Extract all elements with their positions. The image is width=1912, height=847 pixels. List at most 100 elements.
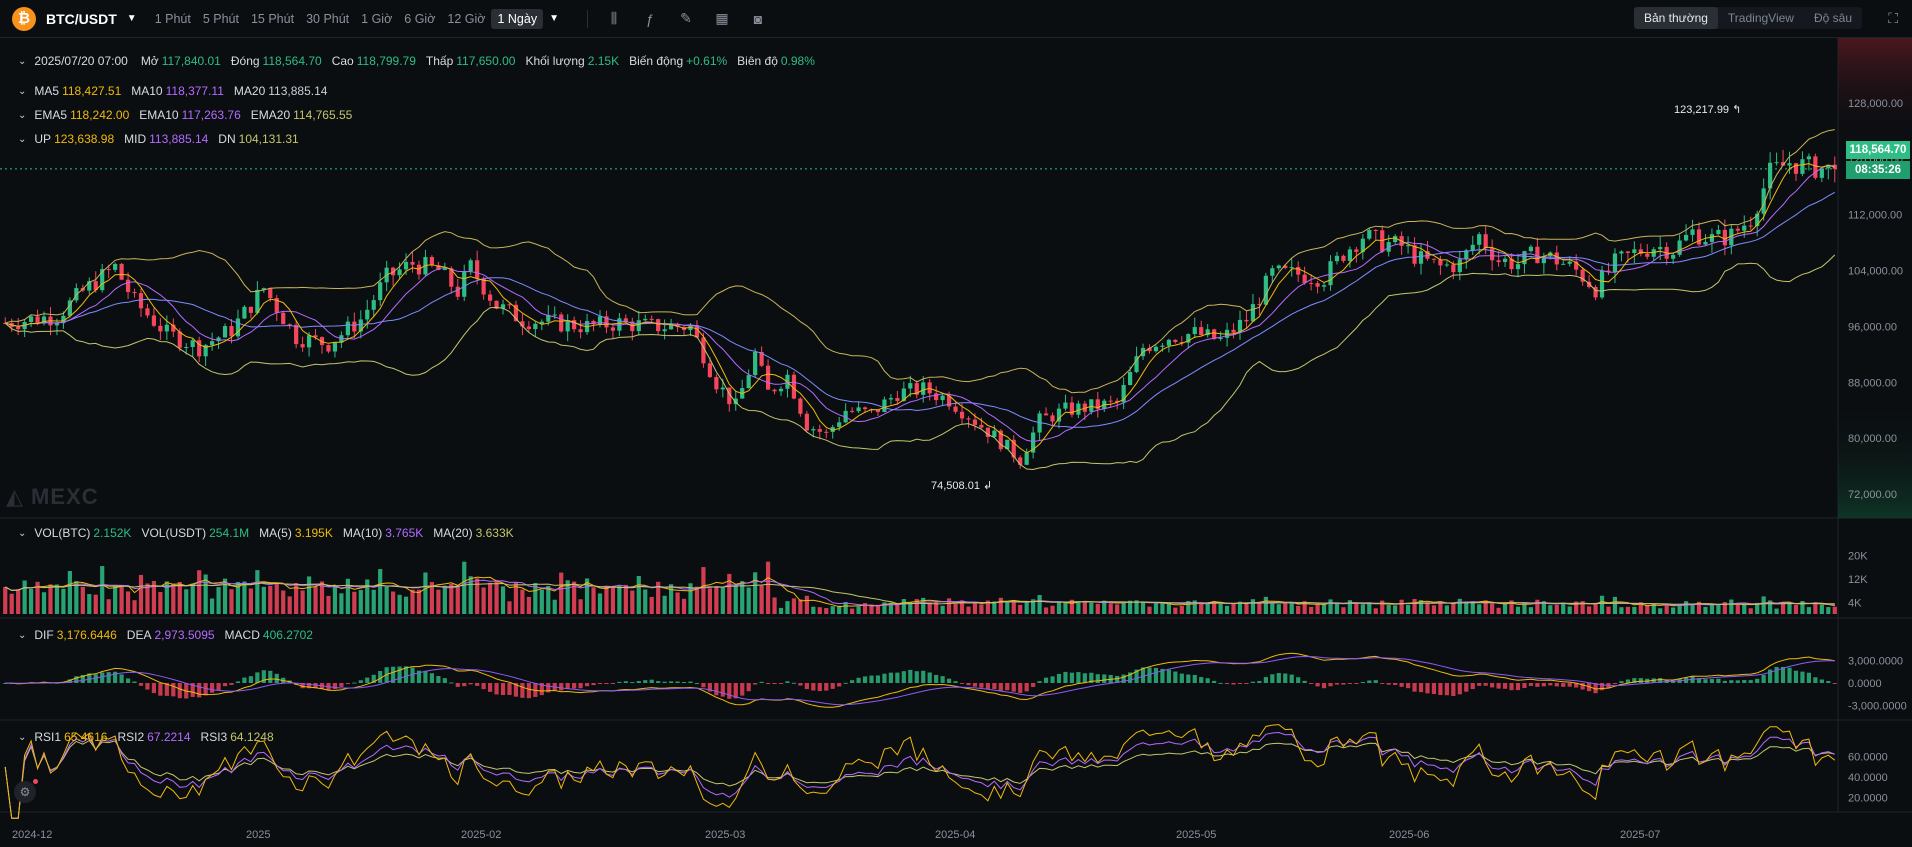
draw-icon[interactable]: ✎: [680, 10, 692, 26]
indicators-icon[interactable]: ƒ: [646, 10, 654, 27]
view-standard[interactable]: Bản thường: [1633, 7, 1718, 29]
candle-body: [132, 292, 137, 294]
macd-bar: [455, 683, 460, 687]
collapse-icon[interactable]: ⌄: [18, 629, 27, 641]
candle-body: [1050, 415, 1055, 422]
countdown-tag: 08:35:26: [1846, 161, 1910, 179]
macd-bar: [921, 670, 926, 683]
candle-body: [358, 319, 363, 332]
view-depth[interactable]: Độ sâu: [1813, 11, 1852, 25]
volume-bar: [1535, 599, 1540, 614]
boll-mid-value: 113,885.14: [149, 132, 209, 146]
macd-bar: [429, 673, 435, 683]
price-chart[interactable]: 128,000.00120,000.00112,000.00104,000.00…: [0, 38, 1912, 847]
macd-bar: [617, 681, 622, 683]
volume-bar: [1780, 602, 1786, 614]
macd-bar: [772, 683, 777, 684]
candle-body: [1089, 399, 1094, 412]
timeframe-0[interactable]: 1 Phút: [154, 11, 191, 26]
volume-bar: [1296, 605, 1301, 614]
candle-body: [940, 395, 945, 401]
volume-bar: [1128, 600, 1133, 614]
candle-body: [87, 281, 92, 291]
volume-bar: [429, 582, 435, 614]
volume-bar: [1671, 607, 1676, 614]
timeframe-dropdown-icon[interactable]: ▼: [549, 13, 559, 24]
volume-tick-label: 20K: [1848, 550, 1868, 562]
volume-bar: [222, 578, 228, 614]
macd-bar: [1134, 669, 1139, 683]
candle-body: [1296, 267, 1301, 275]
macd-bar: [584, 683, 590, 687]
camera-icon[interactable]: ◙: [753, 10, 763, 27]
axis-gradient-bottom: [1838, 398, 1912, 518]
candle-body: [1115, 400, 1120, 403]
candle-body: [403, 261, 409, 270]
timeframe-3[interactable]: 30 Phút: [306, 11, 350, 26]
rsi2-line: [4, 731, 1835, 819]
candle-body: [1683, 234, 1689, 241]
volume-bar: [1509, 600, 1514, 614]
volume-bar: [106, 599, 111, 614]
timeframe-1d[interactable]: 1 Ngày: [491, 8, 544, 29]
candle-body: [1774, 162, 1779, 164]
collapse-icon[interactable]: ⌄: [18, 85, 27, 97]
volume-bar: [1199, 602, 1204, 614]
macd-bar: [578, 683, 583, 689]
chart-settings-icon[interactable]: ⚙: [14, 781, 36, 803]
candle-body: [500, 304, 506, 309]
candle-body: [1645, 253, 1650, 257]
timeframe-6[interactable]: 12 Giờ: [447, 11, 486, 26]
macd-bar: [811, 683, 816, 691]
candle-body: [1632, 249, 1637, 253]
candle-body: [1373, 229, 1378, 231]
collapse-icon[interactable]: ⌄: [18, 731, 27, 743]
symbol-name[interactable]: BTC/USDT: [46, 10, 117, 27]
top-toolbar: ₿ BTC/USDT ▼ 1 Phút 5 Phút 15 Phút 30 Phút 1…: [0, 0, 1912, 38]
candle-body: [61, 315, 66, 324]
volume-bar: [1703, 606, 1708, 614]
view-tradingview[interactable]: TradingView: [1727, 11, 1794, 25]
volume-bar: [67, 571, 72, 614]
candle-body: [1438, 259, 1443, 266]
price-tick-label: 128,000.00: [1848, 98, 1903, 110]
timeframe-2[interactable]: 15 Phút: [250, 11, 295, 26]
collapse-icon[interactable]: ⌄: [18, 55, 27, 67]
volume-bar: [953, 603, 958, 614]
macd-bar: [261, 670, 266, 683]
candle-body: [1703, 241, 1708, 245]
macd-bar: [804, 683, 809, 690]
symbol-dropdown-icon[interactable]: ▼: [126, 13, 137, 24]
timeframe-5[interactable]: 6 Giờ: [404, 11, 436, 26]
candle-body: [520, 321, 525, 327]
timeframe-4[interactable]: 1 Giờ: [361, 11, 393, 26]
macd-bar: [365, 677, 370, 683]
collapse-icon[interactable]: ⌄: [18, 527, 27, 539]
collapse-icon[interactable]: ⌄: [18, 109, 27, 121]
volume-bar: [830, 606, 835, 614]
volume-bar: [572, 581, 577, 614]
macd-bar: [681, 681, 687, 683]
candle-body: [93, 281, 98, 291]
timeframe-1[interactable]: 5 Phút: [202, 11, 239, 26]
volume-bar: [287, 596, 292, 614]
volume-bar: [1800, 601, 1805, 614]
layout-icon[interactable]: ▦: [715, 10, 729, 26]
volume-bar: [824, 608, 829, 614]
candle-body: [1418, 251, 1424, 264]
macd-bar: [1444, 683, 1449, 696]
collapse-icon[interactable]: ⌄: [18, 133, 27, 145]
candle-settings-icon[interactable]: ⫼: [610, 10, 618, 26]
volume-bar: [1819, 604, 1824, 614]
volume-bar: [442, 585, 447, 614]
volume-bar: [1444, 605, 1449, 614]
macd-bar: [475, 683, 480, 686]
volume-bar: [132, 600, 137, 614]
view-switcher: Bản thường TradingView Độ sâu: [1633, 7, 1862, 29]
candle-body: [533, 323, 538, 330]
volume-bar: [35, 581, 40, 614]
fullscreen-icon[interactable]: ⛶: [1888, 10, 1898, 26]
candle-body: [429, 257, 435, 266]
candle-body: [313, 335, 318, 338]
volume-bar: [630, 590, 635, 614]
